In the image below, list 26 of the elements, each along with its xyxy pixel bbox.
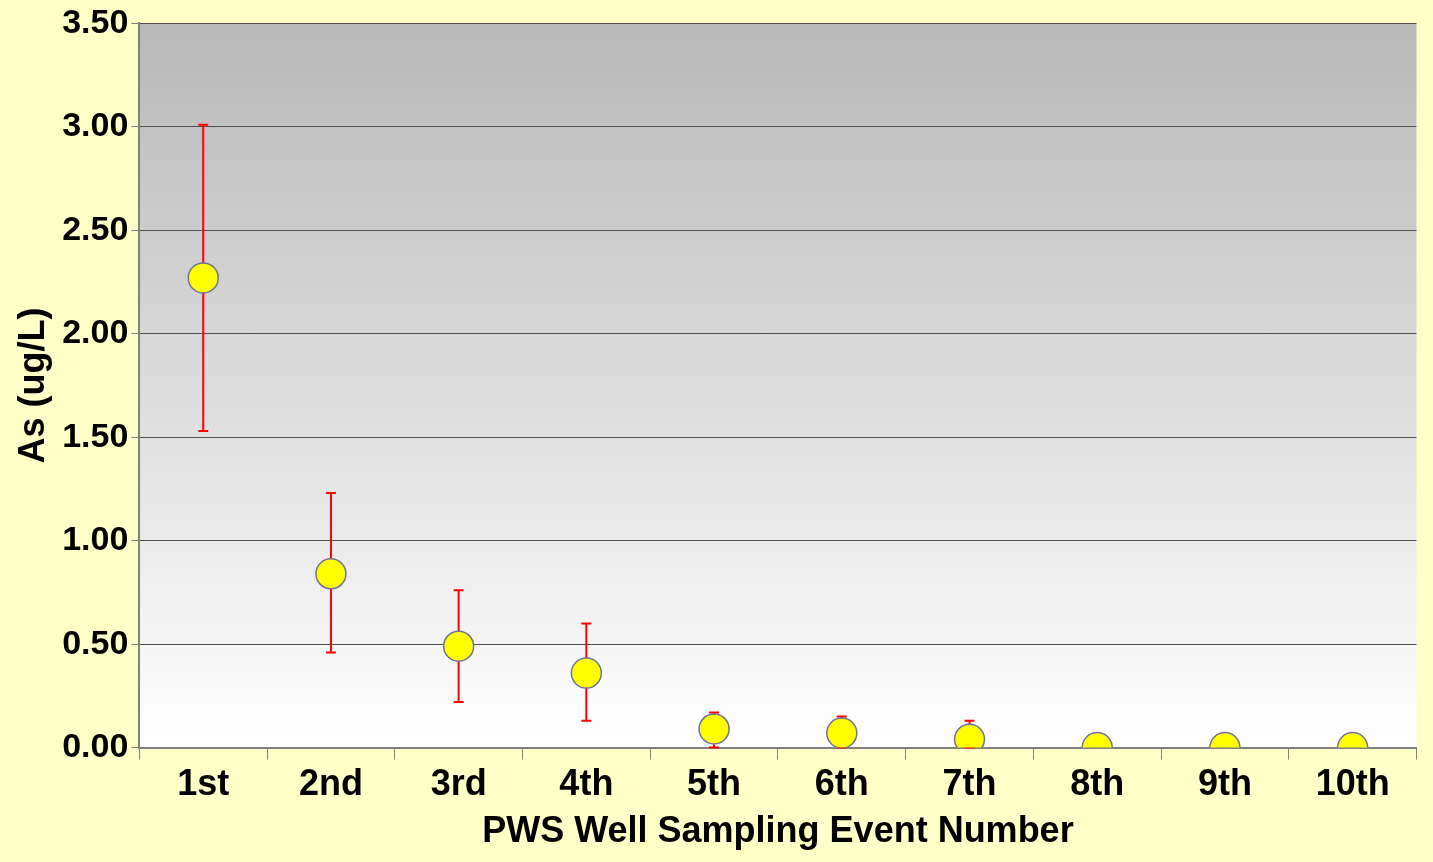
y-tick-label: 2.00 — [62, 312, 129, 351]
point — [442, 630, 475, 662]
x-tick-label: 9th — [1197, 762, 1252, 804]
point — [826, 717, 858, 748]
x-tick-label: 7th — [942, 762, 997, 804]
x-tick-label: 3rd — [430, 762, 487, 804]
y-tick-label: 0.50 — [62, 622, 129, 661]
x-tick-label: 6th — [814, 762, 869, 804]
x-axis-title: PWS Well Sampling Event Number — [482, 809, 1074, 851]
y-tick-label: 0.00 — [62, 725, 129, 764]
y-axis-title: As (ug/L) — [10, 307, 52, 464]
point — [315, 558, 347, 590]
x-tick-label: 2nd — [298, 762, 363, 804]
point — [570, 657, 603, 689]
x-tick-label: 10th — [1315, 762, 1390, 804]
x-tick-label: 1st — [177, 762, 230, 804]
y-tick-label: 1.00 — [62, 519, 129, 558]
point — [698, 713, 730, 745]
point — [187, 262, 219, 294]
x-tick-label: 8th — [1070, 762, 1125, 804]
x-tick-label: 5th — [687, 762, 742, 804]
x-tick-label: 4th — [559, 762, 614, 804]
y-tick-label: 1.50 — [62, 415, 129, 454]
y-tick-label: 3.00 — [62, 105, 129, 144]
y-tick-label: 3.50 — [62, 1, 129, 40]
y-tick-label: 2.50 — [62, 208, 129, 247]
